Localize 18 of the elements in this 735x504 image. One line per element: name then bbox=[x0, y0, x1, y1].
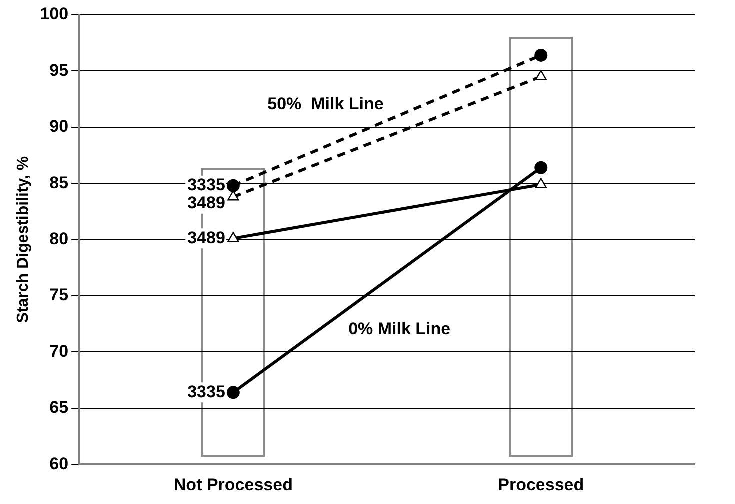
y-tick-label: 65 bbox=[50, 398, 69, 418]
y-tick-label: 85 bbox=[50, 173, 69, 192]
annotation: 50% Milk Line bbox=[268, 94, 384, 114]
y-tick-label: 90 bbox=[50, 117, 69, 136]
series-label: 3489 bbox=[188, 194, 226, 213]
series-label: 3489 bbox=[188, 228, 226, 248]
annotation: 0% Milk Line bbox=[348, 319, 451, 338]
y-tick-label: 75 bbox=[50, 286, 69, 305]
x-tick-label: Processed bbox=[498, 475, 584, 494]
y-axis-title: Starch Digestibility, % bbox=[15, 156, 32, 324]
y-tick-label: 100 bbox=[40, 4, 69, 24]
y-tick-label: 95 bbox=[50, 60, 69, 80]
series-label: 3335 bbox=[188, 382, 226, 402]
y-tick-label: 70 bbox=[50, 342, 69, 361]
y-tick-label: 80 bbox=[50, 229, 69, 248]
series-label: 3335 bbox=[188, 176, 226, 195]
x-tick-label: Not Processed bbox=[174, 475, 293, 494]
y-tick-label: 60 bbox=[50, 454, 69, 474]
